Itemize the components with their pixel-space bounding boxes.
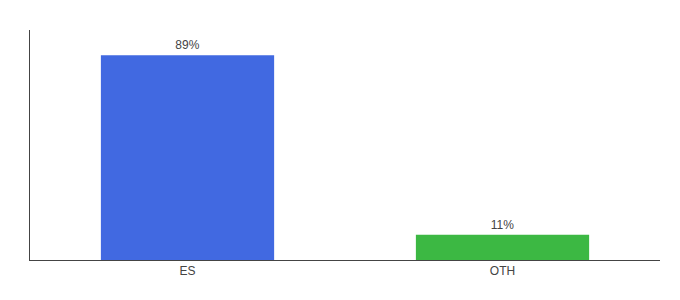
svg-text:ES: ES [179, 264, 195, 278]
svg-text:OTH: OTH [490, 264, 515, 278]
svg-text:89%: 89% [175, 38, 199, 52]
svg-text:11%: 11% [491, 218, 514, 232]
